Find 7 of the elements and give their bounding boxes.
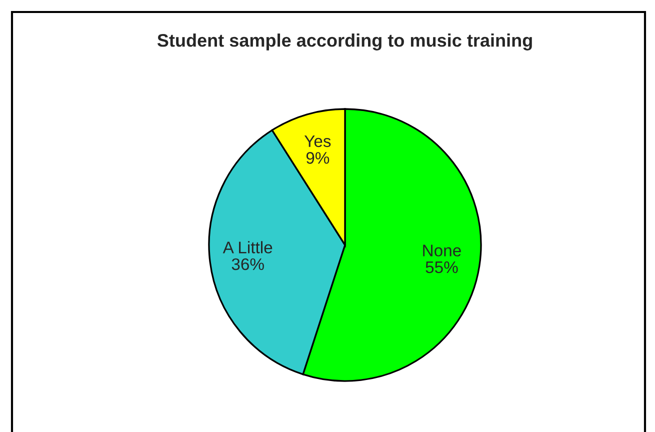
chart-title: Student sample according to music training: [157, 34, 532, 50]
slice-label: A Little: [222, 241, 272, 254]
data-label: 36%: [232, 258, 264, 270]
data-label: 55%: [426, 261, 458, 274]
slice-label: None: [423, 244, 461, 256]
data-label: 9%: [306, 152, 330, 164]
slice-label: Yes: [304, 135, 331, 148]
